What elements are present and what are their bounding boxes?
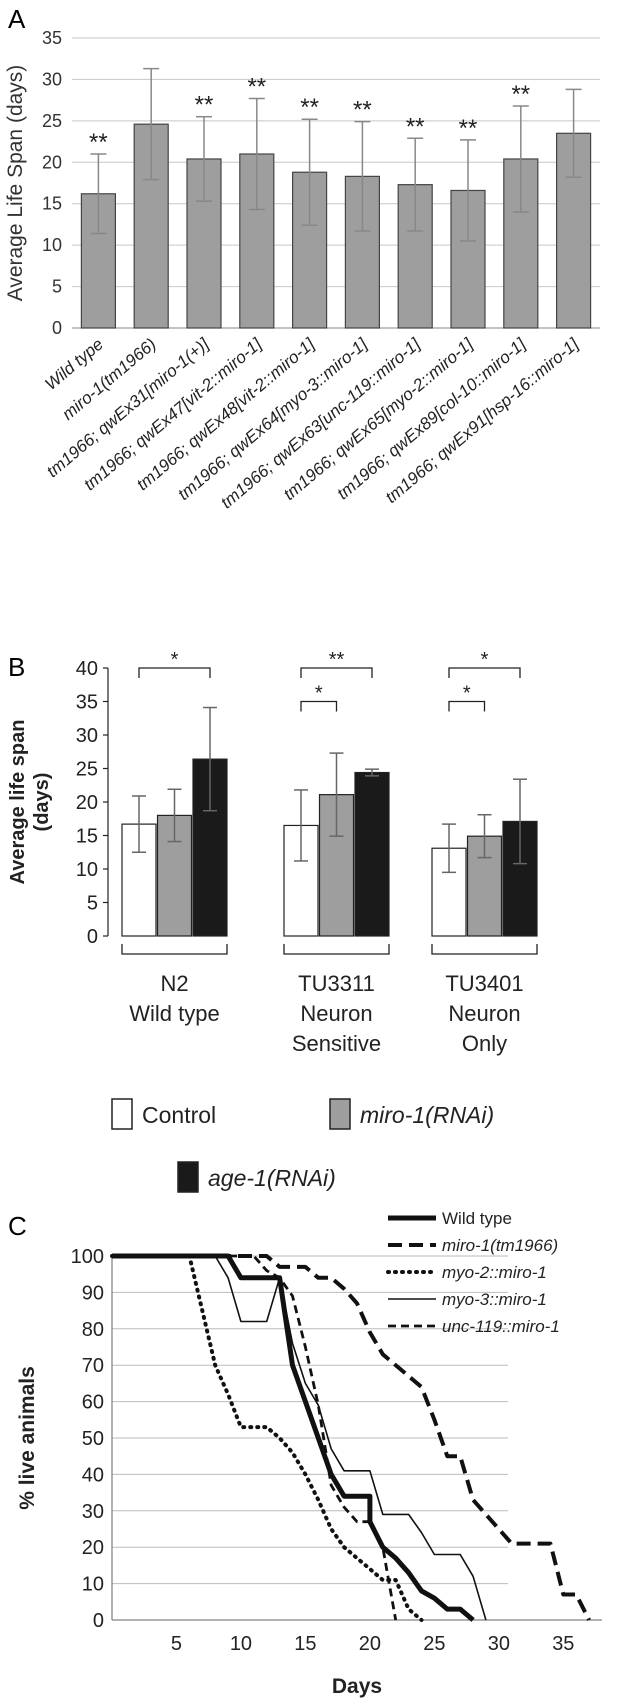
panel-b-legend-swatch [329,1098,351,1130]
panel-c-series-line [112,1254,398,1621]
panel-c-x-axis-label: Days [332,1675,382,1698]
panel-c-y-tick-label: 0 [93,1610,104,1632]
panel-a-significance-mark: ** [353,97,372,124]
panel-b-group-label: TU3401 [445,971,523,996]
panel-b-y-tick-label: 25 [76,759,98,781]
panel-a-y-tick-label: 25 [42,111,62,131]
panel-b-group-label: N2 [160,971,188,996]
panel-b-group-label: Only [462,1031,507,1056]
panel-b-y-tick-label: 35 [76,692,98,714]
panel-c-y-tick-label: 70 [82,1355,104,1377]
panel-a-y-tick-label: 5 [52,277,62,297]
panel-b-significance-mark: * [481,649,489,671]
panel-c-x-tick-label: 20 [359,1633,381,1655]
panel-c-y-tick-label: 80 [82,1319,104,1341]
panel-c-y-tick-label: 60 [82,1392,104,1414]
panel-a: 0 5 10 15 20 25 30 35 Average Life Span (days) **… [4,28,600,512]
panel-a-y-tick-label: 30 [42,69,62,89]
panel-c-x-tick-label: 15 [294,1633,316,1655]
panel-c-y-tick-label: 90 [82,1282,104,1304]
panel-a-significance-mark: ** [406,113,425,140]
panel-a-significance-mark: ** [89,129,108,156]
panel-b-significance-bracket [300,700,338,712]
panel-c-y-tick-label: 40 [82,1464,104,1486]
panel-c-x-tick-label: 30 [488,1633,510,1655]
panel-b-significance-mark: ** [329,649,345,671]
panel-a-category-label: tm1966; qwEx91[hsp-16::miro-1] [382,334,583,507]
panel-c-legend-label: myo-3::miro-1 [442,1290,547,1309]
panel-c-y-tick-label: 50 [82,1428,104,1450]
panel-b-group-label: Neuron [300,1001,372,1026]
panel-b-group-bracket [283,944,390,955]
panel-c-legend-label: Wild type [442,1209,512,1228]
panel-c-x-tick-label: 25 [423,1633,445,1655]
panel-a-significance-mark: ** [300,94,319,121]
panel-b-y-tick-label: 0 [87,926,98,948]
panel-label-c: C [8,1211,27,1241]
panel-b-legend-label: Control [142,1102,216,1128]
panel-c-x-tick-label: 5 [171,1633,182,1655]
panel-b-y-tick-label: 5 [87,893,98,915]
panel-b-legend-label: age-1(RNAi) [208,1165,336,1191]
panel-b-significance-bracket [448,667,521,678]
panel-b-y-tick-label: 15 [76,826,98,848]
panel-c-y-tick-label: 30 [82,1501,104,1523]
panel-b-y-axis-label: Average life span (days) [7,720,53,885]
panel-a-significance-mark: ** [247,73,266,100]
panel-c-y-axis-label: % live animals [16,1366,39,1510]
panel-b-group-bracket [431,944,538,955]
panel-b-group-label: Neuron [448,1001,520,1026]
panel-b-y-tick-label: 10 [76,859,98,881]
panel-label-a: A [8,4,26,34]
panel-c-y-tick-label: 20 [82,1537,104,1559]
panel-a-category-label: tm1966; qwEx64[myo-3::miro-1] [174,334,372,504]
panel-b-y-axis-label-line: (days) [31,773,53,832]
panel-a-significance-mark: ** [459,115,478,142]
panel-b-group-label: Sensitive [292,1031,381,1056]
panel-a-y-axis-label: Average Life Span (days) [4,65,27,302]
panel-a-y-tick-label: 35 [42,28,62,48]
panel-b-significance-bracket [138,667,211,678]
panel-b: 0 5 10 15 20 25 30 35 40 Average life span (days) *… [7,649,538,1193]
panel-b-group-label: Wild type [129,1001,219,1026]
panel-a-significance-mark: ** [195,92,214,119]
panel-label-b: B [8,652,25,682]
panel-b-group-bracket [121,944,228,955]
panel-b-bar [354,771,390,937]
panel-c-x-tick-label: 35 [552,1633,574,1655]
panel-c-legend-label: miro-1(tm1966) [442,1236,558,1255]
panel-b-significance-bracket [448,700,486,712]
panel-a-y-tick-label: 20 [42,152,62,172]
panel-c-series-line [112,1255,487,1621]
panel-b-y-tick-label: 20 [76,792,98,814]
panel-b-legend-swatch [177,1161,199,1193]
panel-a-category-label: tm1966; qwEx65[myo-2::miro-1] [280,334,478,504]
panel-a-y-tick-label: 15 [42,194,62,214]
panel-b-legend-label: miro-1(RNAi) [360,1102,494,1128]
panel-c-legend-label: myo-2::miro-1 [442,1263,547,1282]
panel-a-y-tick-label: 0 [52,318,62,338]
panel-b-significance-mark: * [463,683,471,705]
panel-c-x-tick-label: 10 [230,1633,252,1655]
panel-b-y-axis-label-line: Average life span [7,720,29,885]
panel-b-y-tick-label: 40 [76,658,98,680]
panel-c-y-tick-label: 10 [82,1574,104,1596]
panel-c-series-line [110,1254,424,1622]
panel-b-significance-mark: * [315,683,323,705]
panel-b-group-label: TU3311 [298,971,375,996]
panel-b-legend-swatch [111,1098,133,1130]
panel-c-series-line [112,1254,591,1621]
panel-a-significance-mark: ** [511,81,530,108]
panel-c-y-tick-label: 100 [71,1246,104,1268]
panel-c: 0 10 20 30 40 50 60 70 80 90 100 5 10 15 20 25 30 35 Days%… [16,1209,602,1698]
panel-c-legend-label: unc-119::miro-1 [442,1317,560,1336]
panel-b-significance-mark: * [171,649,179,671]
panel-a-y-tick-label: 10 [42,235,62,255]
panel-b-y-tick-label: 30 [76,725,98,747]
panel-b-significance-bracket [300,667,373,678]
